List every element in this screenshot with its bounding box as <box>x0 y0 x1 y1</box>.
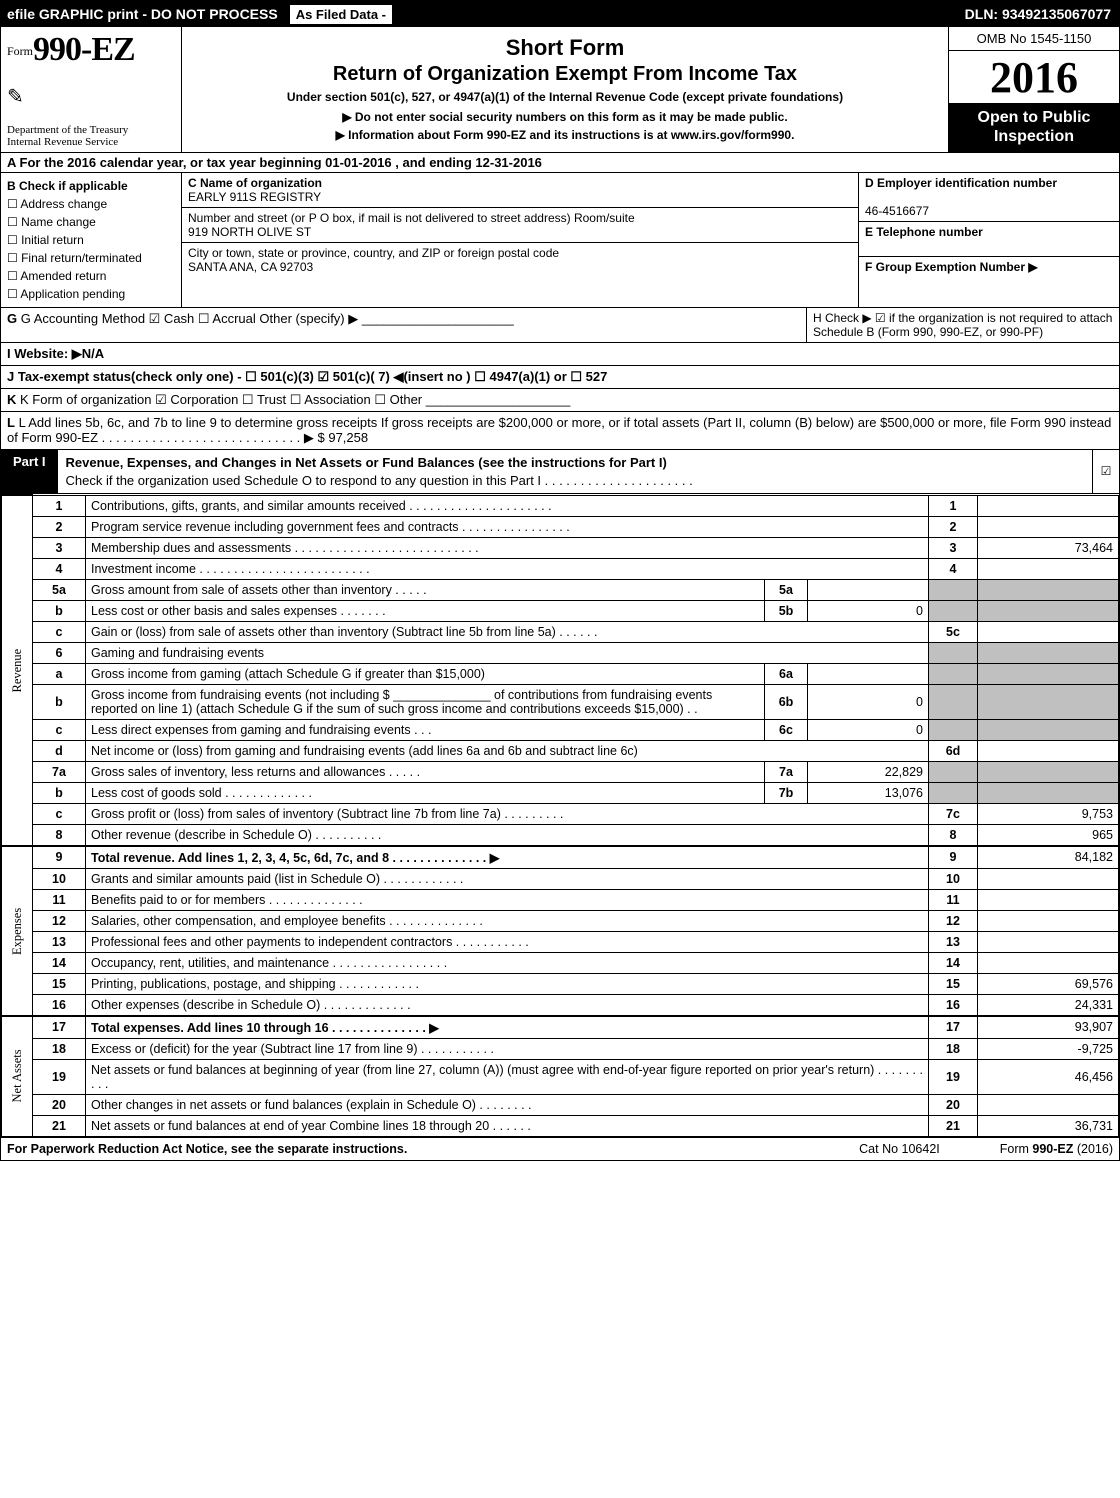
bullet-info: ▶ Information about Form 990-EZ and its … <box>192 128 938 142</box>
chk-address-change[interactable]: ☐ Address change <box>7 197 107 211</box>
c-label: C Name of organization <box>188 176 322 190</box>
row-k-form-org: K K Form of organization ☑ Corporation ☐… <box>1 389 1119 412</box>
schedule-b-check: H Check ▶ ☑ if the organization is not r… <box>806 308 1119 342</box>
org-street: 919 NORTH OLIVE ST <box>188 225 311 239</box>
open-to-public: Open to PublicInspection <box>949 103 1119 152</box>
row-a-tax-year: A For the 2016 calendar year, or tax yea… <box>1 153 1119 173</box>
under-section: Under section 501(c), 527, or 4947(a)(1)… <box>192 90 938 104</box>
part-i-header: Part I Revenue, Expenses, and Changes in… <box>1 450 1119 494</box>
part-i-checkbox[interactable]: ☑ <box>1092 450 1119 493</box>
expenses-side-label: Expenses <box>2 846 33 1016</box>
efile-label: efile GRAPHIC print - DO NOT PROCESS <box>1 6 284 22</box>
org-info-right: D Employer identification number 46-4516… <box>858 173 1119 307</box>
short-form-title: Short Form <box>192 35 938 61</box>
part-i-table: Revenue 1 Contributions, gifts, grants, … <box>1 494 1119 1137</box>
chk-final-return[interactable]: ☐ Final return/terminated <box>7 251 142 265</box>
page-footer: For Paperwork Reduction Act Notice, see … <box>1 1137 1119 1160</box>
form-ver: Form 990-EZ (2016) <box>1000 1142 1113 1156</box>
form-990ez-page: efile GRAPHIC print - DO NOT PROCESS As … <box>0 0 1120 1161</box>
as-filed-box: As Filed Data - <box>290 5 392 24</box>
d-ein-label: D Employer identification number <box>865 176 1057 190</box>
title-center: Short Form Return of Organization Exempt… <box>182 27 948 152</box>
entity-info-block: B Check if applicable ☐ Address change ☐… <box>1 173 1119 308</box>
header-banner: efile GRAPHIC print - DO NOT PROCESS As … <box>1 1 1119 27</box>
line-num: 1 <box>33 495 86 516</box>
accounting-method: G G Accounting Method ☑ Cash ☐ Accrual O… <box>1 308 806 342</box>
dln-label: DLN: 93492135067077 <box>965 6 1119 22</box>
omb-number: OMB No 1545-1150 <box>949 27 1119 51</box>
dept-treasury: Department of the Treasury <box>7 124 175 136</box>
row-i-website: I Website: ▶N/A <box>1 343 1119 366</box>
check-b-block: B Check if applicable ☐ Address change ☐… <box>1 173 182 307</box>
cat-no: Cat No 10642I <box>859 1142 940 1156</box>
chk-initial-return[interactable]: ☐ Initial return <box>7 233 84 247</box>
row-g-h: G G Accounting Method ☑ Cash ☐ Accrual O… <box>1 308 1119 343</box>
f-group-label: F Group Exemption Number ▶ <box>865 260 1038 274</box>
bullet-ssn: ▶ Do not enter social security numbers o… <box>192 110 938 124</box>
org-name: EARLY 911S REGISTRY <box>188 190 321 204</box>
org-info-mid: C Name of organization EARLY 911S REGIST… <box>182 173 858 307</box>
title-block: Form990-EZ ✎ Department of the Treasury … <box>1 27 1119 153</box>
chk-name-change[interactable]: ☐ Name change <box>7 215 96 229</box>
part-i-tab: Part I <box>1 450 58 493</box>
row-j-tax-exempt: J Tax-exempt status(check only one) - ☐ … <box>1 366 1119 389</box>
d-ein-value: 46-4516677 <box>865 204 929 218</box>
row-l-gross-receipts: L L Add lines 5b, 6c, and 7b to line 9 t… <box>1 412 1119 450</box>
chk-amended-return[interactable]: ☐ Amended return <box>7 269 106 283</box>
title-right: OMB No 1545-1150 2016 Open to PublicInsp… <box>948 27 1119 152</box>
return-title: Return of Organization Exempt From Incom… <box>192 63 938 86</box>
paperwork-notice: For Paperwork Reduction Act Notice, see … <box>7 1142 407 1156</box>
form-word: Form <box>7 44 33 58</box>
netassets-side-label: Net Assets <box>2 1016 33 1137</box>
dept-irs: Internal Revenue Service <box>7 136 175 148</box>
revenue-side-label: Revenue <box>2 495 33 846</box>
line-desc: Contributions, gifts, grants, and simila… <box>86 495 929 516</box>
chk-application-pending[interactable]: ☐ Application pending <box>7 287 125 301</box>
addr-label: Number and street (or P O box, if mail i… <box>188 211 635 225</box>
line-val <box>978 495 1119 516</box>
form-number: 990-EZ <box>33 31 135 68</box>
line-box: 1 <box>929 495 978 516</box>
e-phone-label: E Telephone number <box>865 225 983 239</box>
tax-year: 2016 <box>949 51 1119 103</box>
org-city: SANTA ANA, CA 92703 <box>188 260 313 274</box>
form-number-block: Form990-EZ ✎ Department of the Treasury … <box>1 27 182 152</box>
city-label: City or town, state or province, country… <box>188 246 559 260</box>
part-i-title: Revenue, Expenses, and Changes in Net As… <box>58 450 1092 493</box>
